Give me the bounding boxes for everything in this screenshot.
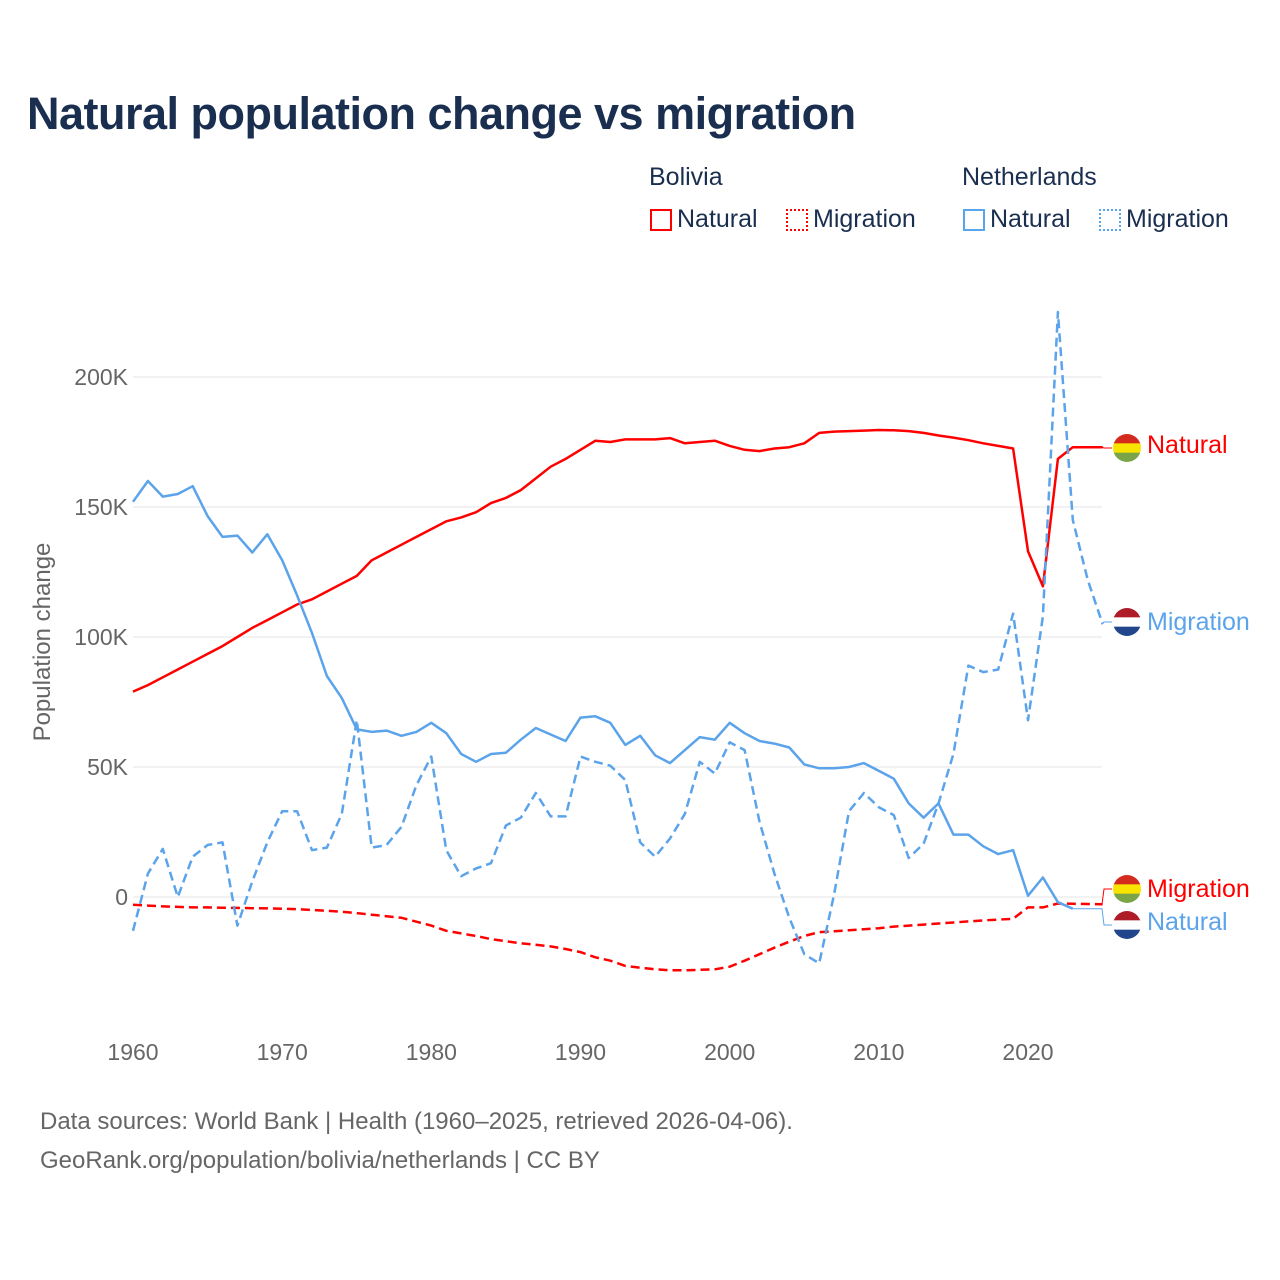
flag-stripe: [1113, 911, 1141, 921]
flag-stripe: [1113, 920, 1141, 931]
x-tick-label: 2000: [704, 1039, 755, 1065]
legend-netherlands-migration[interactable]: Migration: [1099, 205, 1229, 234]
end-label-leader-line: [1101, 888, 1112, 905]
legend-label: Migration: [1126, 205, 1229, 233]
flag-stripe: [1113, 884, 1141, 895]
x-tick-label: 2020: [1002, 1039, 1053, 1065]
end-label-netherlands-migration: Migration: [1147, 608, 1250, 636]
legend-group-bolivia: Bolivia: [649, 163, 723, 191]
legend-swatch-dotted-red-icon: [786, 208, 808, 231]
footer-source: Data sources: World Bank | Health (1960–…: [40, 1108, 793, 1135]
y-tick-label: 150K: [74, 494, 128, 520]
bolivia-flag-icon: [1113, 875, 1141, 903]
series-line-netherlands-natural: [131, 479, 1074, 910]
end-label-netherlands-natural: Natural: [1147, 908, 1228, 936]
end-label-bolivia-migration: Migration: [1147, 875, 1250, 903]
series-line-bolivia-natural: [132, 428, 1103, 693]
flag-stripe: [1113, 875, 1141, 885]
legend-bolivia-migration[interactable]: Migration: [786, 205, 916, 234]
flag-stripe: [1113, 452, 1141, 462]
end-label-leader-line: [1072, 908, 1112, 926]
x-tick-label: 2010: [853, 1039, 904, 1065]
flag-stripe: [1113, 626, 1141, 636]
x-tick-label: 1960: [107, 1039, 158, 1065]
flag-stripe: [1113, 443, 1141, 454]
y-tick-label: 50K: [87, 754, 129, 780]
x-tick-label: 1970: [257, 1039, 308, 1065]
end-label-leader-line: [1101, 446, 1112, 449]
legend-netherlands-natural[interactable]: Natural: [963, 205, 1071, 234]
flag-stripe: [1113, 929, 1141, 939]
legend-label: Natural: [677, 205, 758, 233]
bolivia-flag-icon: [1113, 434, 1141, 462]
flag-stripe: [1113, 617, 1141, 628]
y-tick-label: 100K: [74, 624, 128, 650]
netherlands-flag-icon: [1113, 608, 1141, 636]
footer-url[interactable]: GeoRank.org/population/bolivia/netherlan…: [40, 1147, 600, 1174]
legend-swatch-solid-red-icon: [650, 208, 672, 231]
y-tick-label: 0: [115, 884, 128, 910]
flag-stripe: [1113, 608, 1141, 618]
legend-swatch-solid-blue-icon: [963, 208, 985, 231]
x-tick-label: 1980: [406, 1039, 457, 1065]
legend-group-netherlands: Netherlands: [962, 163, 1097, 191]
netherlands-flag-icon: [1113, 911, 1141, 939]
flag-stripe: [1113, 434, 1141, 444]
end-label-leader-line: [1100, 621, 1112, 625]
legend-label: Natural: [990, 205, 1071, 233]
end-label-bolivia-natural: Natural: [1147, 431, 1228, 459]
y-axis-title: Population change: [29, 543, 56, 742]
legend-label: Migration: [813, 205, 916, 233]
y-tick-label: 200K: [74, 364, 128, 390]
series-line-netherlands-migration: [131, 310, 1104, 965]
legend-bolivia-natural[interactable]: Natural: [650, 205, 758, 234]
series-line-bolivia-migration: [132, 902, 1103, 972]
flag-stripe: [1113, 893, 1141, 903]
chart-title: Natural population change vs migration: [27, 88, 856, 139]
legend-swatch-dotted-blue-icon: [1099, 208, 1121, 231]
x-tick-label: 1990: [555, 1039, 606, 1065]
